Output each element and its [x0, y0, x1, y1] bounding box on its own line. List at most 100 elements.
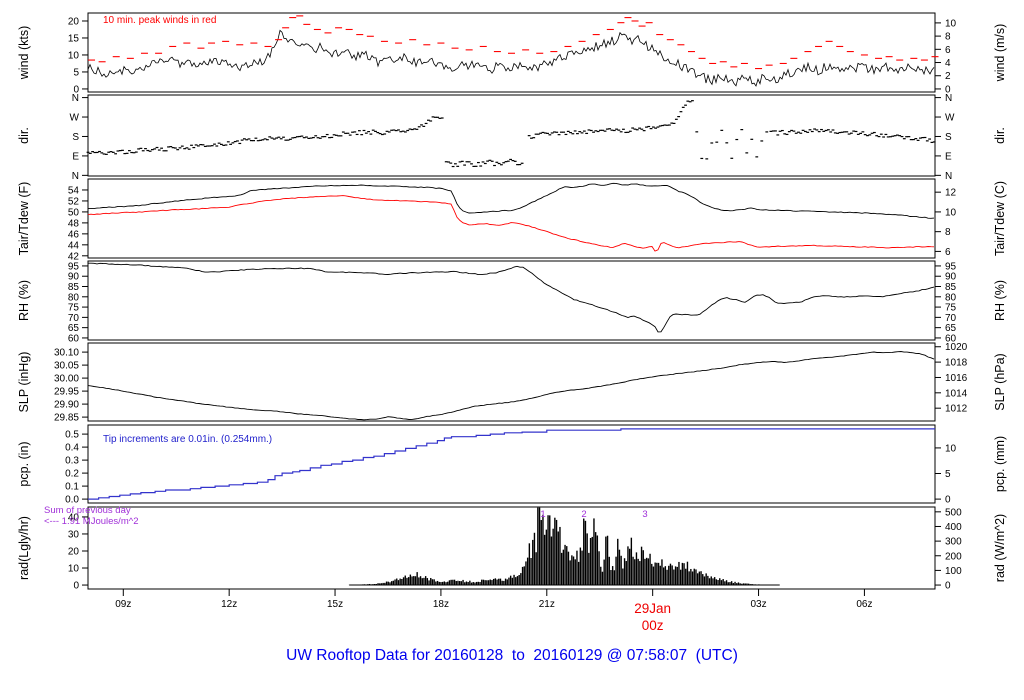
panel-temp-border [87, 178, 936, 259]
y-tick-label: N [945, 93, 952, 104]
y-tick-label: 200 [945, 551, 962, 562]
y-tick-label: 100 [945, 566, 962, 577]
y-tick-label: 42 [68, 251, 80, 262]
y-tick-label: 1016 [945, 373, 968, 384]
y-tick-label: 10 [945, 443, 957, 454]
panel-wind: 0 5 10 15 20 0 2 4 6 8 10 wind (kts) wind (m/s) 10 mi… [17, 12, 1007, 95]
y-tick-label: 40 [68, 512, 80, 523]
y-tick-label: 1012 [945, 404, 968, 415]
x-tick-label: 09z [115, 599, 131, 610]
y-tick-label: 300 [945, 537, 962, 548]
y-tick-label: 0 [945, 581, 951, 592]
y-tick-label: 10 [68, 50, 80, 61]
y-tick-label: 80 [68, 292, 80, 303]
annotation-rad: <--- 1.91 MJoules/m^2 [44, 516, 138, 527]
axis-unit-right: Tair/Tdew (C) [993, 181, 1007, 256]
chart-title: UW Rooftop Data for 20160128 to 20160129… [286, 647, 738, 664]
pcp-accum-trace [88, 428, 935, 500]
y-tick-label: 8 [945, 32, 951, 43]
y-tick-label: 15 [68, 33, 80, 44]
y-tick-label: 54 [68, 185, 80, 196]
y-tick-label: 4 [945, 58, 951, 69]
y-tick-label: 80 [945, 292, 957, 303]
annotation-rad: 3 [642, 509, 647, 520]
y-tick-label: 10 [68, 564, 80, 575]
tdew-trace [87, 195, 935, 252]
axis-unit-left: rad(Lgly/hr) [17, 516, 31, 580]
y-tick-label: 5 [73, 67, 79, 78]
axis-unit-left: wind (kts) [17, 26, 31, 80]
y-tick-label: 75 [68, 303, 80, 314]
y-tick-label: 30.00 [54, 374, 79, 385]
axis-unit-right: dir. [993, 127, 1007, 144]
y-tick-label: 65 [68, 323, 80, 334]
y-tick-label: 12 [945, 188, 957, 199]
y-tick-label: W [70, 113, 80, 124]
y-tick-label: 0 [73, 84, 79, 95]
panel-slp-border [87, 342, 936, 422]
axis-unit-right: pcp. (mm) [993, 436, 1007, 492]
x-tick-label: 00z [642, 618, 664, 633]
axis-unit-right: wind (m/s) [993, 24, 1007, 83]
y-tick-label: E [72, 151, 79, 162]
rh-trace [88, 262, 935, 333]
y-tick-label: 0 [73, 581, 79, 592]
y-tick-label: 1014 [945, 388, 968, 399]
axis-unit-left: Tair/Tdew (F) [17, 182, 31, 256]
y-tick-label: 0.2 [65, 469, 79, 480]
y-tick-label: W [945, 113, 955, 124]
x-tick-label: 21z [539, 599, 555, 610]
y-tick-label: 10 [945, 18, 957, 29]
y-tick-label: 30.05 [54, 361, 79, 372]
y-tick-label: 70 [68, 313, 80, 324]
y-tick-label: 85 [68, 282, 80, 293]
x-tick-label: 06z [856, 599, 872, 610]
y-tick-label: 30 [68, 529, 80, 540]
y-tick-label: 0.0 [65, 495, 79, 506]
y-tick-label: 70 [945, 313, 957, 324]
y-tick-label: 52 [68, 196, 80, 207]
panel-pcp-border [87, 424, 936, 504]
y-tick-label: 60 [945, 333, 957, 344]
axis-unit-left: SLP (inHg) [17, 352, 31, 413]
y-tick-label: 1018 [945, 358, 968, 369]
y-tick-label: 1020 [945, 342, 968, 353]
y-tick-label: 65 [945, 323, 957, 334]
tair-trace [88, 182, 935, 219]
x-axis: 09z 12z 15z 18z 21z 29Jan 00z 03z 06z [115, 589, 872, 633]
y-tick-label: 2 [945, 71, 951, 82]
panel-rad-border [87, 506, 936, 590]
panel-wind-border [87, 12, 936, 93]
y-tick-label: 48 [68, 218, 80, 229]
annotation-pcp: Tip increments are 0.01in. (0.254mm.) [103, 434, 272, 445]
annotation-rad: 2 [581, 509, 586, 520]
x-tick-label: 03z [750, 599, 766, 610]
y-tick-label: E [945, 151, 952, 162]
y-tick-label: 30.10 [54, 348, 79, 359]
y-tick-label: 0.1 [65, 482, 79, 493]
y-tick-label: 0.4 [65, 443, 79, 454]
x-tick-label-date: 29Jan [634, 601, 671, 616]
y-tick-label: S [945, 132, 952, 143]
y-tick-label: 95 [68, 261, 80, 272]
axis-unit-left: pcp. (in) [17, 441, 31, 486]
slp-trace [87, 351, 935, 421]
panel-slp: 29.85 29.90 29.95 30.00 30.05 30.10 1012 1014 10… [17, 342, 1007, 423]
y-tick-label: 5 [945, 469, 951, 480]
y-tick-label: 46 [68, 229, 80, 240]
y-tick-label: N [945, 171, 952, 182]
y-tick-label: 20 [68, 546, 80, 557]
annotation-wind: 10 min. peak winds in red [103, 15, 216, 26]
axis-unit-right: SLP (hPa) [993, 353, 1007, 410]
panel-rh-border [87, 260, 936, 341]
axis-unit-right: rad (W/m^2) [993, 514, 1007, 582]
y-tick-label: 0 [945, 84, 951, 95]
annotation-rad: Sum of previous day [44, 505, 131, 516]
y-tick-label: 44 [68, 240, 80, 251]
y-tick-label: 29.90 [54, 400, 79, 411]
y-tick-label: 60 [68, 333, 80, 344]
y-tick-label: 90 [68, 272, 80, 283]
